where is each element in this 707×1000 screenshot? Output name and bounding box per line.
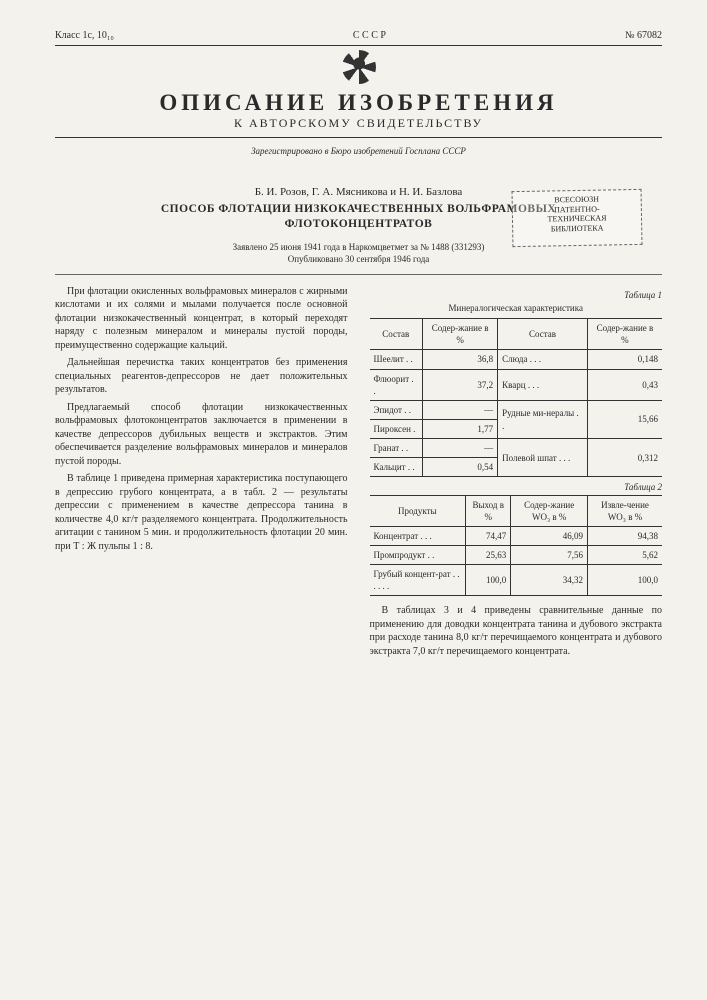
t2-cell: 7,56	[511, 545, 588, 564]
doc-number: № 67082	[625, 30, 662, 41]
t2-h-out: Выход в %	[466, 495, 511, 526]
table1-title: Минералогическая характеристика	[370, 302, 663, 314]
rule-body	[55, 274, 662, 275]
article-title-l2: ФЛОТОКОНЦЕНТРАТОВ	[285, 218, 433, 230]
t1-cell: Гранат . .	[370, 439, 423, 458]
para-5: В таблицах 3 и 4 приведены сравнительные…	[370, 604, 663, 658]
table2-caption: Таблица 2	[370, 481, 663, 493]
stamp-l4: БИБЛИОТЕКА	[517, 223, 637, 235]
rule-top	[55, 45, 662, 46]
t2-cell: 94,38	[588, 526, 662, 545]
header-line: Класс 1с, 10₁₀ С С С Р № 67082	[55, 30, 662, 41]
t2-total: 100,0	[588, 565, 662, 596]
t2-h-prod: Продукты	[370, 495, 466, 526]
t1-h1a: Состав	[370, 319, 423, 350]
t2-cell: 74,47	[466, 526, 511, 545]
subtitle: К АВТОРСКОМУ СВИДЕТЕЛЬСТВУ	[55, 116, 662, 131]
main-title: ОПИСАНИЕ ИЗОБРЕТЕНИЯ	[55, 90, 662, 116]
t1-cell: —	[423, 400, 498, 419]
table1-caption: Таблица 1	[370, 289, 663, 301]
t1-cell: Шеелит . .	[370, 350, 423, 369]
left-column: При флотации окисленных вольфрамовых мин…	[55, 285, 348, 663]
t1-cell: 0,54	[423, 458, 498, 477]
ussr-emblem-icon	[342, 50, 376, 84]
t1-h2b: Содер-жание в %	[587, 319, 662, 350]
t1-cell: Кварц . . .	[498, 369, 588, 400]
table1: Состав Содер-жание в % Состав Содер-жани…	[370, 318, 663, 477]
t1-cell: Флюорит . .	[370, 369, 423, 400]
t2-cell: Промпродукт . .	[370, 545, 466, 564]
t1-h1b: Состав	[498, 319, 588, 350]
t2-total: 100,0	[466, 565, 511, 596]
t1-cell: Кальцит . .	[370, 458, 423, 477]
rule-mid	[55, 137, 662, 138]
t1-cell: 0,43	[587, 369, 662, 400]
para-1: При флотации окисленных вольфрамовых мин…	[55, 285, 348, 353]
t1-cell: Слюда . . .	[498, 350, 588, 369]
article-title-l1: СПОСОБ ФЛОТАЦИИ НИЗКОКАЧЕСТВЕННЫХ ВОЛЬФР…	[161, 203, 556, 215]
t1-cell: 15,66	[587, 400, 662, 438]
t1-cell: Эпидот . .	[370, 400, 423, 419]
t2-h-cont: Содер-жание WO₃ в %	[511, 495, 588, 526]
class-label: Класс 1с, 10₁₀	[55, 30, 114, 41]
t1-cell: 36,8	[423, 350, 498, 369]
meta-published: Опубликовано 30 сентября 1946 года	[55, 254, 662, 264]
table2: Продукты Выход в % Содер-жание WO₃ в % И…	[370, 495, 663, 597]
t1-cell: 1,77	[423, 420, 498, 439]
t1-cell: Пироксен .	[370, 420, 423, 439]
body-columns: При флотации окисленных вольфрамовых мин…	[55, 285, 662, 663]
t2-cell: 46,09	[511, 526, 588, 545]
library-stamp: ВСЕСОЮЗН ПАТЕНТНО- ТЕХНИЧЕСКАЯ БИБЛИОТЕК…	[512, 189, 643, 247]
para-3: Предлагаемый способ флотации низкокачест…	[55, 401, 348, 469]
para-2: Дальнейшая перечистка таких концентратов…	[55, 356, 348, 397]
t2-cell: Концентрат . . .	[370, 526, 466, 545]
registration-line: Зарегистрировано в Бюро изобретений Госп…	[55, 146, 662, 156]
t2-cell: 5,62	[588, 545, 662, 564]
t2-total: 34,32	[511, 565, 588, 596]
right-column: Таблица 1 Минералогическая характеристик…	[370, 285, 663, 663]
t2-h-ext: Извле-чение WO₃ в %	[588, 495, 662, 526]
t1-cell: Полевой шпат . . .	[498, 439, 588, 477]
t1-h2a: Содер-жание в %	[423, 319, 498, 350]
t1-cell: 37,2	[423, 369, 498, 400]
para-4: В таблице 1 приведена примерная характер…	[55, 472, 348, 553]
t1-cell: 0,312	[587, 439, 662, 477]
t1-cell: Рудные ми-нералы . .	[498, 400, 588, 438]
country-label: С С С Р	[353, 30, 386, 41]
t1-cell: —	[423, 439, 498, 458]
t2-cell: 25,63	[466, 545, 511, 564]
t2-total-name: Грубый концент-рат . . . . . .	[370, 565, 466, 596]
t1-cell: 0,148	[587, 350, 662, 369]
